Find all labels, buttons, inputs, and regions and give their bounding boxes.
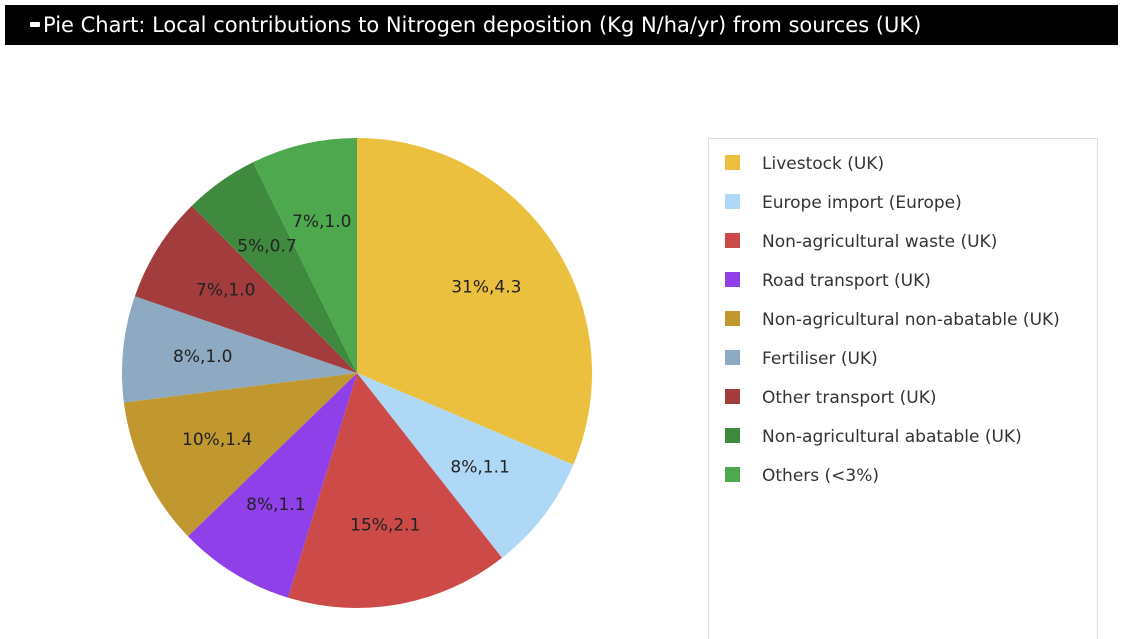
legend-swatch [725, 350, 740, 365]
legend-item[interactable]: Non-agricultural waste (UK) [709, 229, 1097, 256]
legend-label: Livestock (UK) [762, 154, 885, 174]
header: Pie Chart: Local contributions to Nitrog… [5, 5, 1118, 45]
legend-item[interactable]: Others (<3%) [709, 463, 1097, 490]
data-label: 10%,1.4 [182, 430, 252, 450]
legend-label: Road transport (UK) [762, 271, 931, 291]
legend-swatch [725, 272, 740, 287]
data-label: 5%,0.7 [237, 237, 296, 257]
data-label: 8%,1.1 [450, 457, 509, 477]
pie-slice [191, 162, 357, 373]
pie-slice [357, 373, 574, 558]
legend-swatch [725, 428, 740, 443]
pie-slice [187, 373, 357, 598]
legend-swatch [725, 233, 740, 248]
legend-label: Non-agricultural waste (UK) [762, 232, 998, 252]
legend-swatch [725, 311, 740, 326]
data-label: 7%,1.0 [292, 212, 351, 232]
data-label: 8%,1.1 [246, 495, 305, 515]
data-label: 8%,1.0 [173, 347, 232, 367]
legend-item[interactable]: Fertiliser (UK) [709, 346, 1097, 373]
pie-slice [287, 373, 503, 608]
collapse-icon[interactable] [30, 22, 40, 27]
legend-item[interactable]: Road transport (UK) [709, 268, 1097, 295]
legend: Livestock (UK) Europe import (Europe) Non-… [708, 138, 1098, 639]
data-label: 7%,1.0 [196, 280, 255, 300]
legend-item[interactable]: Non-agricultural abatable (UK) [709, 424, 1097, 451]
legend-swatch [725, 389, 740, 404]
legend-label: Fertiliser (UK) [762, 349, 878, 369]
pie-slice [252, 138, 357, 373]
data-label: 15%,2.1 [350, 515, 420, 535]
legend-swatch [725, 467, 740, 482]
pie-slice [121, 296, 357, 403]
legend-item[interactable]: Europe import (Europe) [709, 190, 1097, 217]
legend-label: Non-agricultural non-abatable (UK) [762, 310, 1060, 330]
legend-label: Others (<3%) [762, 466, 880, 486]
chart: 31%,4.3 8%,1.1 15%,2.1 8%,1.1 10%,1.4 8%,1.0 7… [121, 138, 592, 608]
legend-item[interactable]: Other transport (UK) [709, 385, 1097, 412]
legend-label: Other transport (UK) [762, 388, 937, 408]
legend-swatch [725, 155, 740, 170]
pie-slice [134, 205, 357, 373]
chart-title: Pie Chart: Local contributions to Nitrog… [43, 13, 922, 37]
pie-slice [357, 138, 592, 465]
legend-label: Europe import (Europe) [762, 193, 962, 213]
pie-slice [123, 373, 357, 537]
legend-item[interactable]: Non-agricultural non-abatable (UK) [709, 307, 1097, 334]
legend-swatch [725, 194, 740, 209]
legend-label: Non-agricultural abatable (UK) [762, 427, 1022, 447]
legend-item[interactable]: Livestock (UK) [709, 151, 1097, 178]
data-label: 31%,4.3 [451, 277, 521, 297]
